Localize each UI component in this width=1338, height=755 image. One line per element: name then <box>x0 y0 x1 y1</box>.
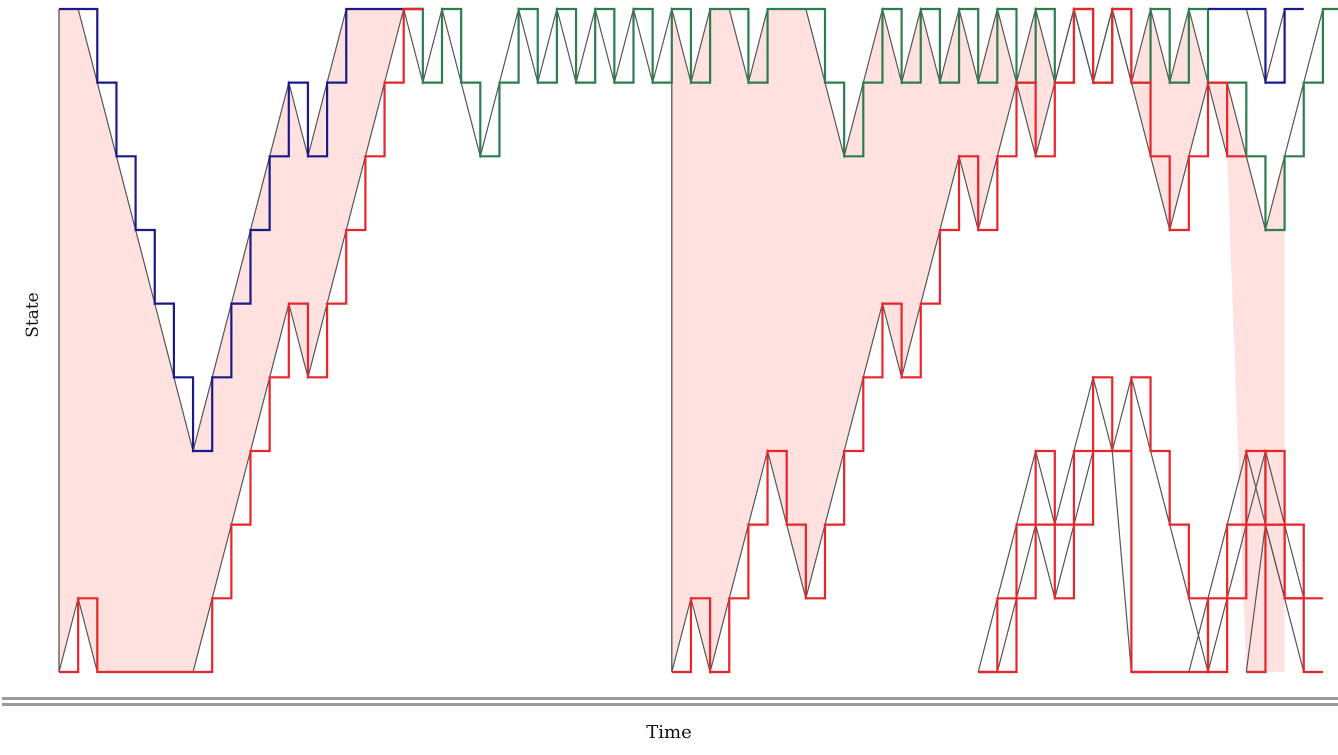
step-path-upper-blue-2 <box>1208 7 1304 84</box>
step-path-upper-blue-1 <box>59 7 423 453</box>
step-path-lower-red-1 <box>59 7 423 674</box>
shaded-region-2 <box>671 8 1285 673</box>
trajectory-lower-red-2 <box>671 6 1228 675</box>
y-axis-label: State <box>23 292 43 338</box>
step-path-lower-red-5 <box>1246 523 1304 674</box>
trajectory-upper-blue-2 <box>1208 8 1286 86</box>
step-path-lower-red-2 <box>671 7 1247 674</box>
trajectory-lower-red-3 <box>977 374 1305 675</box>
axis-rule-bottom <box>2 703 1338 706</box>
axis-rule-top <box>2 697 1338 700</box>
x-axis-label: Time <box>646 722 692 743</box>
